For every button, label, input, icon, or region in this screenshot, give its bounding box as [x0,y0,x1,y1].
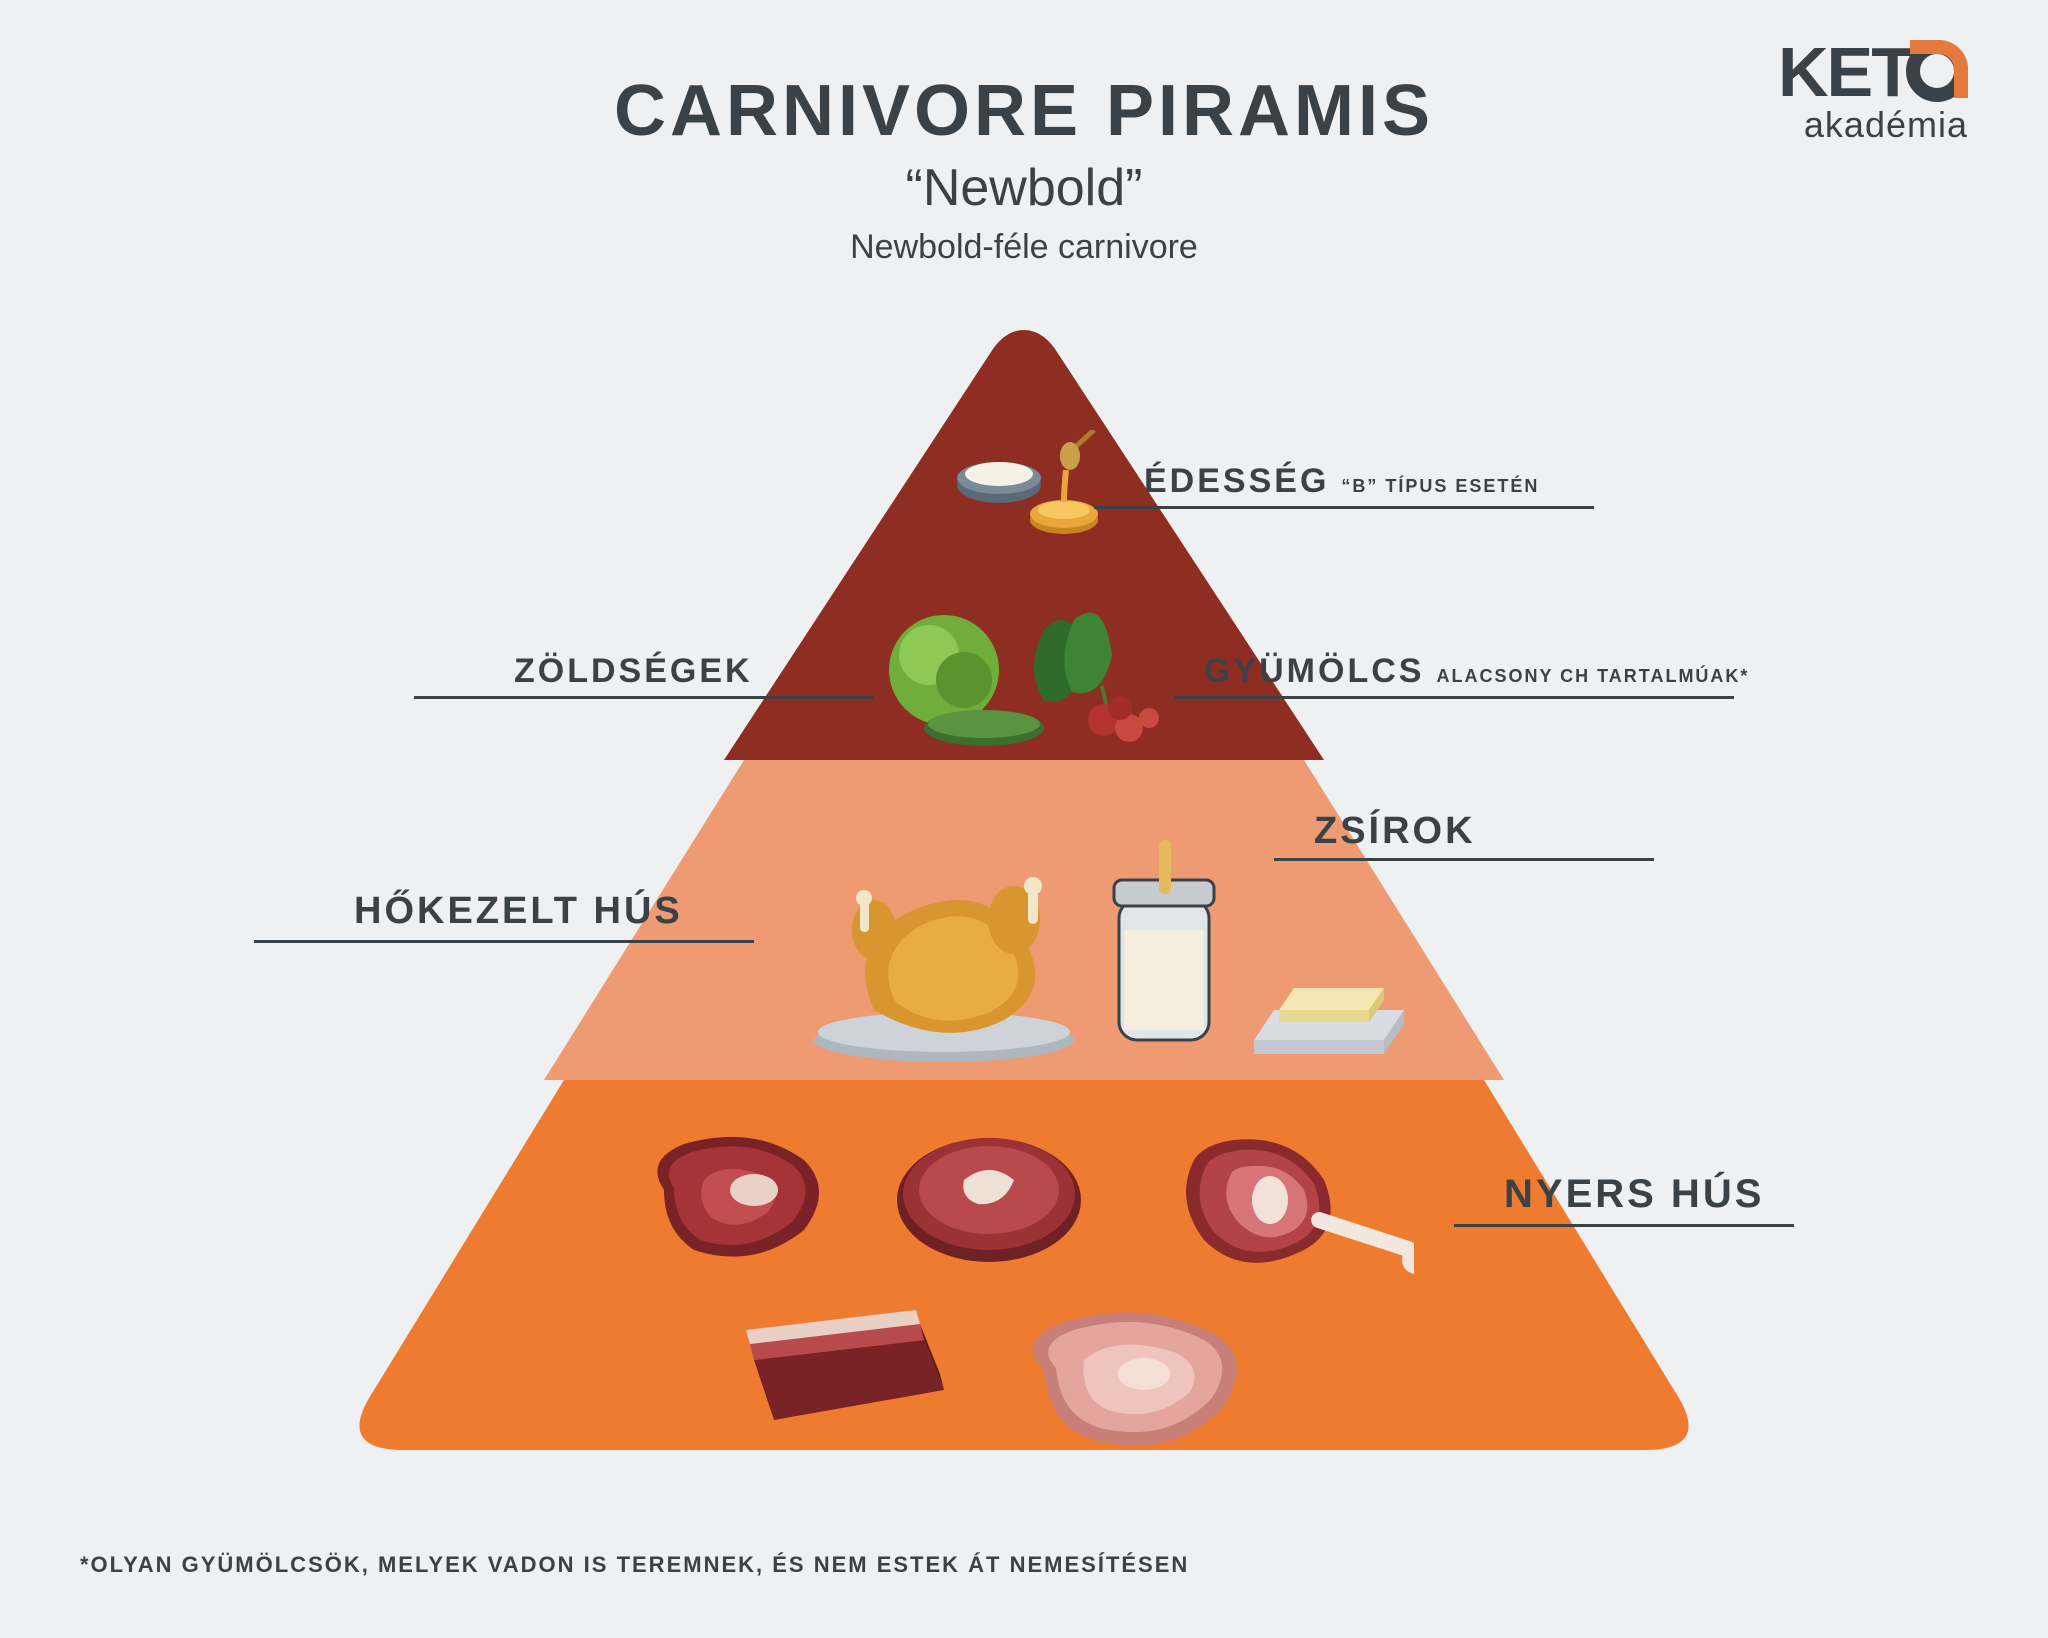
pyramid: ÉDESSÉG“B” TÍPUS ESETÉN ZÖLDSÉGEK GYÜMÖL… [334,330,1714,1450]
label-edesseg: ÉDESSÉG“B” TÍPUS ESETÉN [1144,462,1539,501]
label-gyumolcs: GYÜMÖLCSALACSONY CH TARTALMÚAK* [1204,652,1749,691]
label-hokezelt: HŐKEZELT HÚS [354,890,683,933]
rule-zoldsegek [414,696,874,699]
page-subtitle-2: Newbold-féle carnivore [614,228,1434,267]
rule-edesseg [1094,506,1594,509]
food-butter [1234,970,1424,1070]
rule-gyumolcs [1174,696,1734,699]
title-block: CARNIVORE PIRAMIS “Newbold” Newbold-féle… [614,70,1434,267]
food-chicken [804,850,1084,1070]
label-zoldsegek: ZÖLDSÉGEK [514,652,753,691]
page-subtitle: “Newbold” [614,158,1434,218]
page-title: CARNIVORE PIRAMIS [614,70,1434,152]
logo-o-icon [1906,40,1968,102]
rule-nyershus [1454,1224,1794,1227]
brand-logo: KET akadémia [1778,40,1968,146]
rule-hokezelt [254,940,754,943]
logo-subtext: akadémia [1778,104,1968,146]
food-meats [634,1130,1414,1450]
food-vegetables [874,600,1184,760]
food-jar [1094,840,1234,1060]
food-sweets [954,430,1104,550]
label-nyershus: NYERS HÚS [1504,1172,1764,1217]
rule-zsirok [1274,858,1654,861]
footnote: *OLYAN GYÜMÖLCSÖK, MELYEK VADON IS TEREM… [80,1552,1189,1578]
logo-text: KET [1778,40,1968,104]
label-zsirok: ZSÍROK [1314,810,1476,853]
